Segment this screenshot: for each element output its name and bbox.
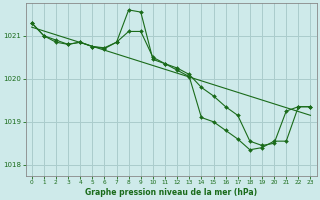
- X-axis label: Graphe pression niveau de la mer (hPa): Graphe pression niveau de la mer (hPa): [85, 188, 257, 197]
